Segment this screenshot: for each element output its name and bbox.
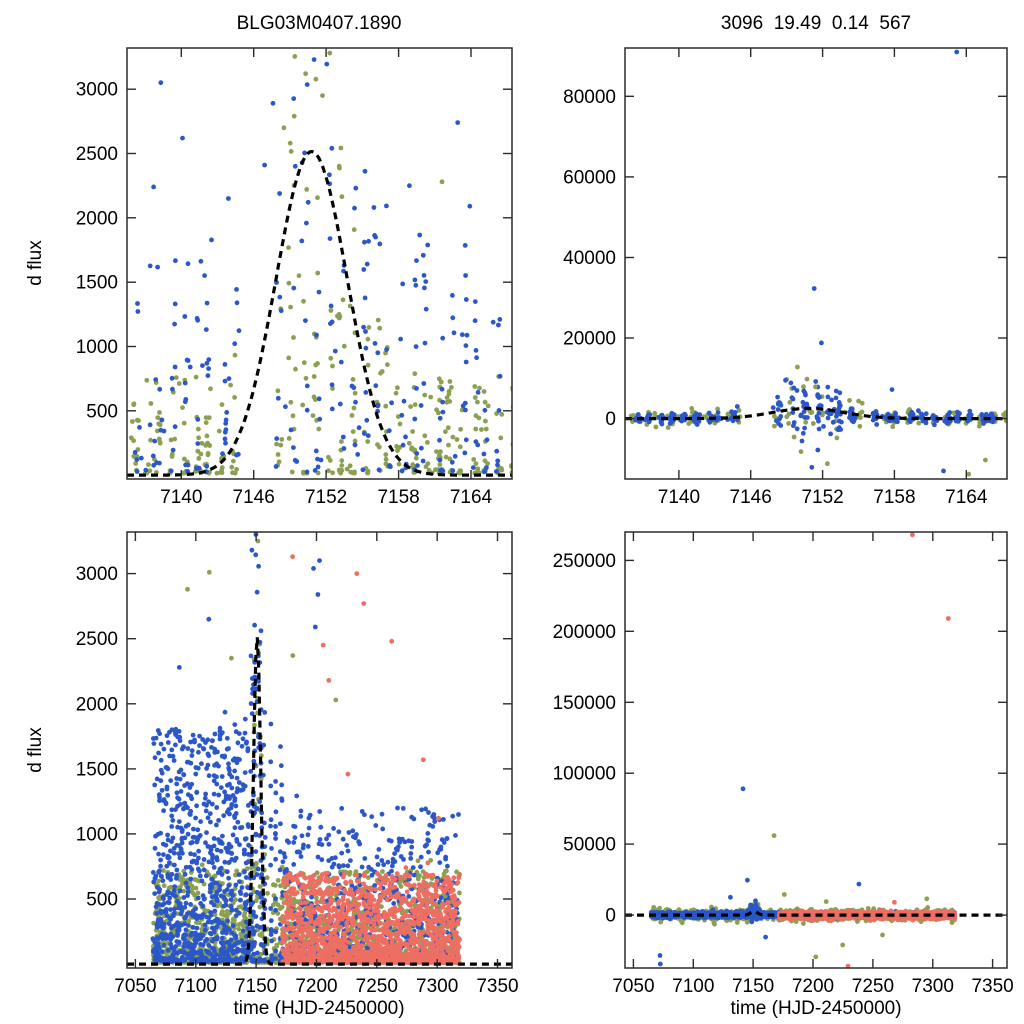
- axis-ticks: [625, 48, 1007, 479]
- svg-text:2000: 2000: [76, 208, 118, 229]
- panel-frame: [624, 531, 1008, 969]
- svg-text:40000: 40000: [563, 248, 616, 269]
- outlier-points-red: [845, 532, 951, 968]
- panel-bottom-right-full-residual: 7050 7100 7150 7200 7250 7300 7350050000100000…: [553, 531, 1014, 997]
- model-curve: [625, 406, 1007, 421]
- outlier-points-green: [771, 833, 930, 960]
- panel-title-top-right: 3096 19.49 0.14 567: [720, 13, 912, 34]
- tick-labels: 7050 7100 7150 7200 7250 7300 7350500100015002…: [76, 564, 519, 997]
- outlier-points-green: [185, 538, 339, 703]
- svg-text:60000: 60000: [563, 167, 616, 188]
- panel-title-top-left: BLG03M0407.1890: [236, 13, 402, 34]
- outlier-points-green: [795, 364, 988, 477]
- model-curve: [127, 637, 512, 966]
- panel-frame: [126, 531, 513, 969]
- svg-text:7140: 7140: [658, 487, 700, 508]
- svg-text:7146: 7146: [233, 487, 275, 508]
- scatter-series-red: [280, 860, 462, 965]
- svg-text:500: 500: [86, 401, 118, 422]
- svg-text:1500: 1500: [76, 273, 118, 294]
- svg-text:80000: 80000: [563, 87, 616, 108]
- svg-text:7164: 7164: [450, 487, 493, 508]
- x-axis-label-bottom-right: time (HJD-2450000): [730, 998, 902, 1019]
- panel-top-left-zoom-dflux: 7140 7146 7152 7158 7164 500 1000 1500 2000 2500 3…: [76, 47, 513, 508]
- svg-text:20000: 20000: [563, 329, 616, 350]
- y-axis-label-top-left: d flux: [25, 240, 46, 286]
- outlier-points-blue: [657, 786, 862, 967]
- svg-text:7152: 7152: [305, 487, 347, 508]
- y-axis-label-bottom-left: d flux: [25, 727, 46, 773]
- outlier-points-green: [281, 50, 445, 185]
- svg-text:7164: 7164: [945, 487, 988, 508]
- outlier-points-blue: [176, 532, 322, 670]
- x-axis-label-bottom-left: time (HJD-2450000): [233, 998, 405, 1019]
- panel-bottom-left-full-dflux: 7050 7100 7150 7200 7250 7300 7350500100015002…: [76, 531, 519, 997]
- svg-text:7152: 7152: [801, 487, 843, 508]
- tick-labels: 7050 7100 7150 7200 7250 7300 7350050000100000…: [553, 551, 1014, 997]
- outlier-points-red: [290, 554, 441, 821]
- scatter-series-green: [128, 76, 512, 476]
- panel-frame: [126, 47, 513, 480]
- panel-top-right-zoom-residual: 7140 7146 7152 7158 7164 0 20000 40000 60000 8000…: [563, 47, 1008, 508]
- svg-text:7158: 7158: [377, 487, 419, 508]
- model-curve: [127, 149, 512, 477]
- scatter-series-blue: [633, 379, 998, 444]
- svg-text:0: 0: [605, 409, 616, 430]
- outlier-points-blue: [151, 57, 473, 267]
- axis-ticks: [127, 532, 512, 968]
- tick-labels: 7140 7146 7152 7158 7164 500 1000 1500 2000 2500 3…: [76, 80, 493, 508]
- svg-text:7140: 7140: [160, 487, 202, 508]
- svg-text:1000: 1000: [76, 337, 118, 358]
- svg-text:7146: 7146: [730, 487, 772, 508]
- outlier-points-blue: [783, 49, 960, 474]
- svg-text:7158: 7158: [873, 487, 915, 508]
- model-curve: [625, 909, 1007, 917]
- svg-text:3000: 3000: [76, 80, 118, 101]
- scatter-series-blue: [132, 61, 503, 475]
- axis-ticks: [127, 48, 512, 479]
- tick-labels: 7140 7146 7152 7158 7164 0 20000 40000 60000 8000…: [563, 87, 988, 508]
- svg-text:2500: 2500: [76, 144, 118, 165]
- panel-frame: [624, 47, 1008, 480]
- axis-ticks: [625, 532, 1007, 968]
